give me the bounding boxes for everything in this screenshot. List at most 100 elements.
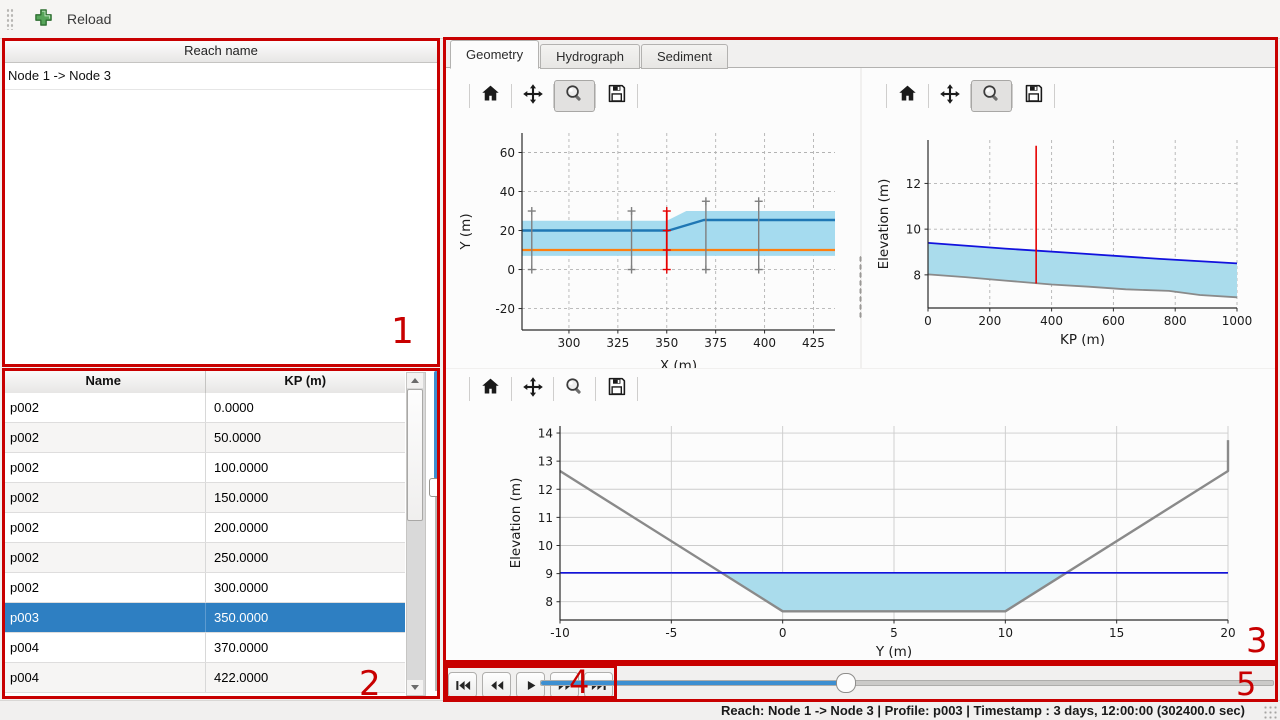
save-icon: [1023, 83, 1044, 109]
home-icon: [897, 83, 918, 109]
pan-icon: [522, 376, 544, 403]
longitudinal-profile-canvas[interactable]: 0 200 400 600 800 1000 8 10 12 KP (m) Elevation (m…: [862, 115, 1277, 368]
profile-row[interactable]: p004 422.0000: [2, 663, 405, 693]
profile-row[interactable]: p002 300.0000: [2, 573, 405, 603]
toolbar-separator: [886, 84, 887, 108]
profile-row[interactable]: p002 150.0000: [2, 483, 405, 513]
svg-text:Elevation (m): Elevation (m): [876, 179, 892, 270]
cross-section-figure: -10 -5 0 5 10 15 20 8 9 10 11 12 13 14 Y (m) Elevation …: [445, 369, 1277, 660]
profile-kp-cell: 100.0000: [214, 460, 269, 475]
time-slider-handle[interactable]: [836, 673, 856, 693]
svg-text:5: 5: [890, 626, 898, 640]
time-slider-track[interactable]: [540, 680, 1274, 686]
playback-bar: [444, 660, 1277, 700]
svg-text:-5: -5: [665, 626, 677, 640]
svg-text:300: 300: [557, 336, 580, 350]
toolbar-separator: [1054, 84, 1055, 108]
save-button[interactable]: [1013, 80, 1054, 112]
vertical-slider-handle[interactable]: [429, 478, 440, 497]
toolbar-separator: [595, 84, 596, 108]
profile-kp-cell: 300.0000: [214, 580, 269, 595]
reload-button[interactable]: Reload: [26, 4, 119, 34]
svg-text:60: 60: [500, 146, 515, 160]
time-slider[interactable]: [540, 660, 1274, 700]
zoom-button[interactable]: [554, 373, 595, 405]
svg-text:15: 15: [1109, 626, 1124, 640]
svg-text:8: 8: [913, 268, 921, 282]
resize-grip[interactable]: [1263, 705, 1277, 719]
svg-text:600: 600: [1102, 314, 1125, 328]
profile-name-cell: p002: [2, 423, 206, 452]
profile-name-cell: p004: [2, 663, 206, 692]
profile-kp-cell: 0.0000: [214, 400, 254, 415]
home-button[interactable]: [470, 373, 511, 405]
step-back-button[interactable]: [482, 672, 511, 698]
profile-row[interactable]: p002 100.0000: [2, 453, 405, 483]
svg-text:KP (m): KP (m): [1060, 332, 1105, 348]
splitter-handle[interactable]: [859, 255, 862, 319]
profile-row-selected[interactable]: p003 350.0000: [2, 603, 405, 633]
toolbar-separator: [511, 377, 512, 401]
profile-name-cell: p002: [2, 513, 206, 542]
save-button[interactable]: [596, 80, 637, 112]
profile-name-cell: p004: [2, 633, 206, 662]
pan-button[interactable]: [929, 80, 970, 112]
tab-sediment[interactable]: Sediment: [641, 44, 728, 69]
zoom-icon: [564, 83, 585, 109]
reach-list: Node 1 -> Node 3: [2, 63, 440, 90]
table-scrollbar[interactable]: [406, 372, 426, 696]
svg-text:8: 8: [545, 595, 553, 609]
skip-to-start-button[interactable]: [448, 672, 477, 698]
pan-button[interactable]: [512, 373, 553, 405]
slider-empty-track: [435, 495, 437, 691]
table-vertical-slider[interactable]: [429, 371, 440, 697]
status-text: Reach: Node 1 -> Node 3 | Profile: p003 …: [720, 703, 1245, 718]
toolbar-separator: [595, 377, 596, 401]
svg-text:10: 10: [538, 539, 553, 553]
reach-panel: Reach name Node 1 -> Node 3: [2, 39, 440, 367]
svg-text:400: 400: [753, 336, 776, 350]
pan-button[interactable]: [512, 80, 553, 112]
zoom-button[interactable]: [971, 80, 1012, 112]
cross-section-canvas[interactable]: -10 -5 0 5 10 15 20 8 9 10 11 12 13 14 Y (m) Elevation …: [445, 404, 1277, 660]
svg-text:12: 12: [906, 177, 921, 191]
profile-row[interactable]: p004 370.0000: [2, 633, 405, 663]
profile-table-body: p002 0.0000 p002 50.0000 p002 100.0000 p002 150…: [2, 393, 405, 699]
profile-row[interactable]: p002 200.0000: [2, 513, 405, 543]
zoom-button[interactable]: [554, 80, 595, 112]
svg-text:0: 0: [779, 626, 787, 640]
svg-text:200: 200: [978, 314, 1001, 328]
reach-name-header: Reach name: [2, 39, 440, 63]
svg-text:20: 20: [1220, 626, 1235, 640]
toolbar-separator: [511, 84, 512, 108]
profile-row[interactable]: p002 0.0000: [2, 393, 405, 423]
profile-row[interactable]: p002 50.0000: [2, 423, 405, 453]
plan-view-canvas[interactable]: 300 325 350 375 400 425 -20 0 20 40 60 X (m) Y (m): [445, 115, 860, 368]
column-header-name[interactable]: Name: [2, 369, 206, 393]
profile-table-header: Name KP (m): [2, 369, 405, 394]
svg-text:350: 350: [655, 336, 678, 350]
scroll-down-button[interactable]: [407, 680, 423, 695]
svg-text:0: 0: [924, 314, 932, 328]
profile-kp-cell: 350.0000: [214, 610, 269, 625]
profile-kp-cell: 200.0000: [214, 520, 269, 535]
arrow-up-icon: [411, 378, 419, 383]
scrollbar-thumb[interactable]: [407, 389, 423, 521]
profile-name-cell: p002: [2, 543, 206, 572]
profile-name-cell: p002: [2, 573, 206, 602]
profile-row-partial[interactable]: [2, 693, 405, 699]
save-icon: [606, 83, 627, 109]
toolbar-drag-handle[interactable]: [6, 8, 14, 30]
tab-geometry[interactable]: Geometry: [450, 40, 540, 69]
home-button[interactable]: [887, 80, 928, 112]
plan-view-figure: 300 325 350 375 400 425 -20 0 20 40 60 X (m) Y (m): [445, 68, 860, 368]
scroll-up-button[interactable]: [407, 373, 423, 388]
profile-row[interactable]: p002 250.0000: [2, 543, 405, 573]
toolbar-separator: [970, 84, 971, 108]
column-header-kp[interactable]: KP (m): [284, 373, 327, 388]
reach-list-item[interactable]: Node 1 -> Node 3: [2, 63, 440, 90]
tab-hydrograph[interactable]: Hydrograph: [540, 44, 641, 69]
save-button[interactable]: [596, 373, 637, 405]
svg-text:12: 12: [538, 483, 553, 497]
home-button[interactable]: [470, 80, 511, 112]
